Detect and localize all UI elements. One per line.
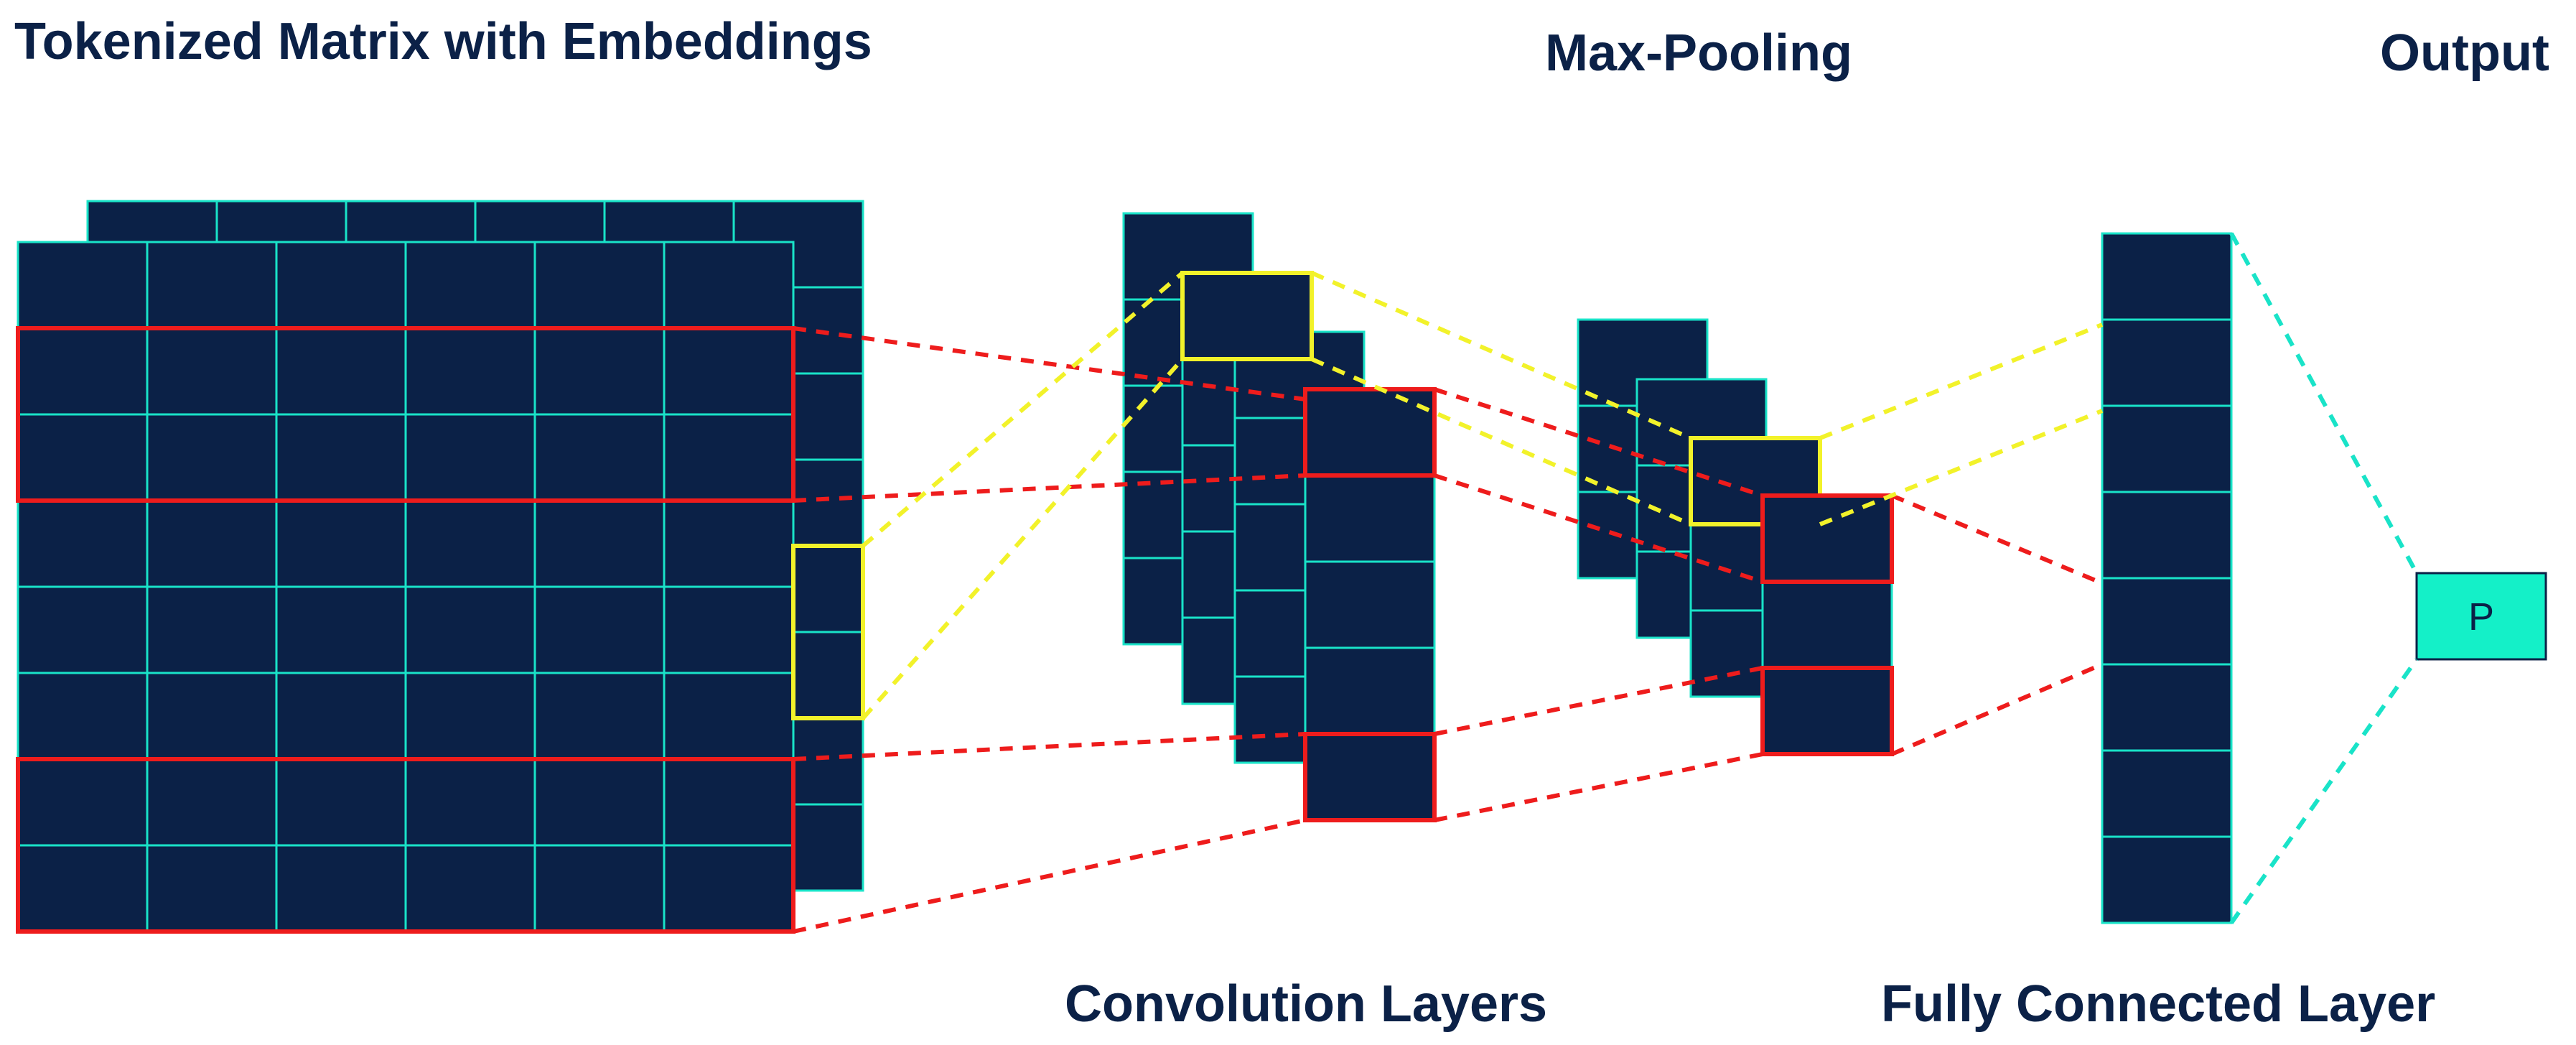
output-node-label: P	[2468, 595, 2494, 638]
pool-highlight-bottom	[1760, 666, 1894, 756]
connector-red-7	[1434, 666, 1763, 736]
connector-cyan-1	[2229, 232, 2419, 575]
tokenized-matrix-label: Tokenized Matrix with Embeddings	[14, 13, 872, 70]
connector-cyan-2	[2229, 658, 2419, 924]
input-filter-window-top	[16, 326, 795, 503]
conv-highlight-yellow	[1180, 271, 1314, 361]
connector-red-5	[1434, 387, 1763, 498]
input-matrix	[16, 200, 865, 934]
conv-layer-4	[1304, 388, 1436, 822]
connector-red-3	[793, 732, 1306, 761]
connector-red-6	[1434, 473, 1763, 584]
connector-yellow-1	[862, 271, 1184, 548]
convolution-layers	[1122, 212, 1437, 822]
fully-connected-label: Fully Connected Layer	[1881, 975, 2435, 1033]
connectors	[793, 232, 2419, 934]
connector-yellow-5	[1819, 322, 2104, 440]
conv-highlight-top	[1303, 387, 1437, 478]
connector-red-8	[1434, 752, 1763, 822]
output-label: Output	[2380, 24, 2549, 82]
input-matrix-front-grid	[17, 241, 795, 933]
connector-yellow-6	[1819, 409, 2104, 526]
output-node: P	[2415, 572, 2547, 661]
connector-red-10	[1890, 662, 2104, 756]
connector-red-1	[793, 326, 1306, 401]
max-pooling-layers	[1577, 318, 1894, 756]
convolution-layers-label: Convolution Layers	[1065, 975, 1547, 1033]
pool-highlight-top	[1760, 493, 1894, 584]
max-pooling-label: Max-Pooling	[1545, 24, 1852, 82]
input-filter-window-yellow	[791, 544, 865, 720]
connector-red-4	[793, 818, 1306, 934]
connector-yellow-2	[861, 358, 1185, 720]
conv-highlight-bottom	[1303, 732, 1437, 822]
input-filter-window-bottom	[16, 757, 795, 934]
connector-red-9	[1890, 493, 2104, 585]
connector-red-2	[793, 473, 1306, 503]
fully-connected-layer	[2101, 232, 2233, 924]
